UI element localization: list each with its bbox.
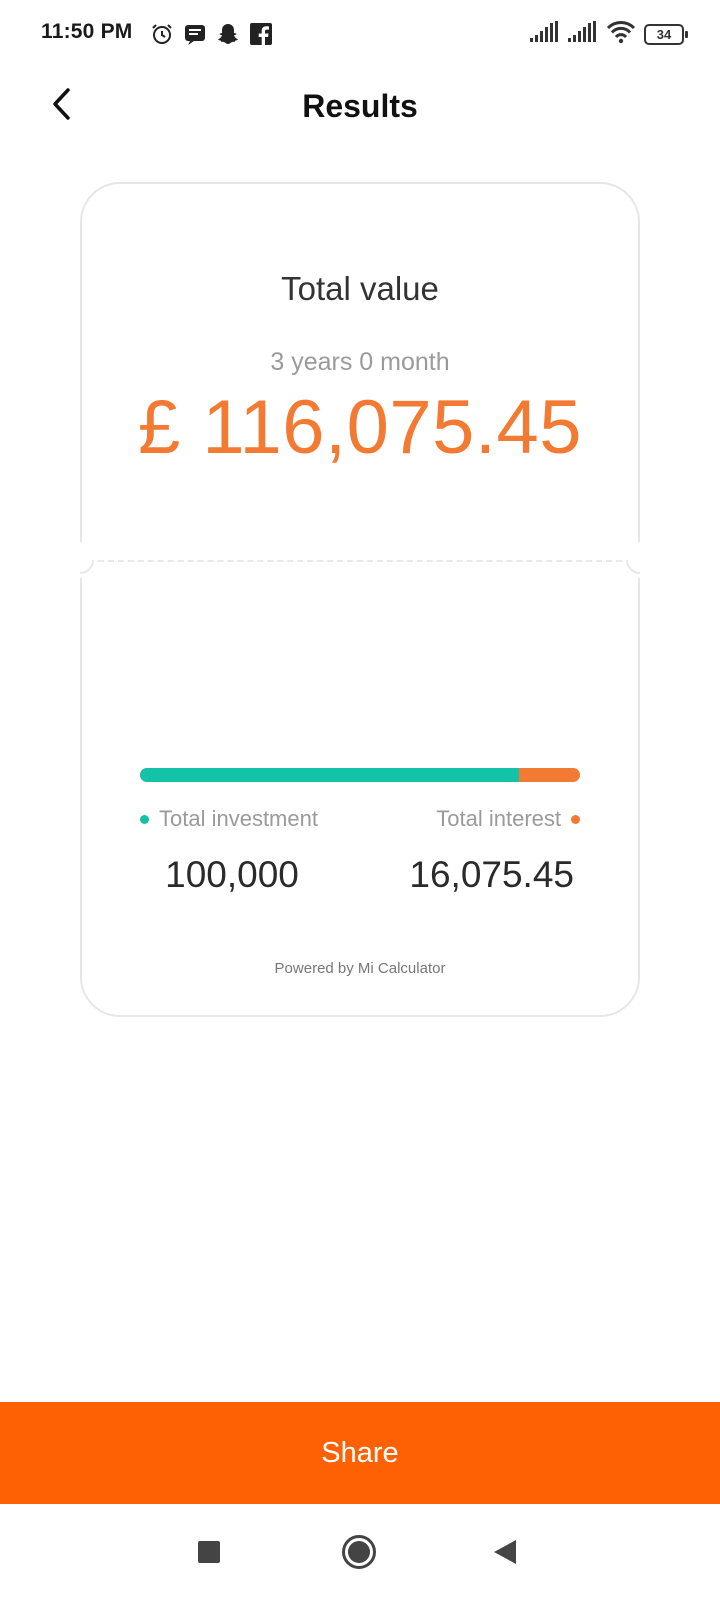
legend-interest: Total interest — [436, 806, 580, 832]
wifi-icon — [606, 20, 636, 49]
investment-share-fill — [140, 768, 520, 782]
dashed-divider — [98, 560, 622, 562]
system-icons: 34 — [530, 20, 688, 49]
ticket-notch-left — [60, 540, 100, 580]
results-card: Total value 3 years 0 month £ 116,075.45… — [60, 182, 660, 1017]
back-icon[interactable] — [494, 1540, 516, 1564]
back-button[interactable] — [40, 84, 84, 128]
home-icon[interactable] — [342, 1535, 376, 1569]
battery-icon: 34 — [644, 23, 688, 45]
status-bar: 11:50 PM 34 — [0, 0, 720, 70]
period-label: 3 years 0 month — [270, 348, 450, 376]
powered-by-label: Powered by Mi Calculator — [274, 960, 446, 977]
interest-label: Total interest — [436, 806, 561, 831]
navigation-bar — [0, 1504, 720, 1600]
signal-2-icon — [568, 20, 598, 48]
recents-icon[interactable] — [198, 1541, 220, 1563]
ticket-notch-right — [620, 540, 660, 580]
chevron-left-icon — [50, 86, 74, 127]
home-icon-inner — [348, 1541, 370, 1563]
teal-dot-icon — [140, 814, 149, 824]
investment-label: Total investment — [159, 806, 318, 831]
total-value-label: Total value — [281, 270, 439, 307]
signal-1-icon — [530, 20, 560, 48]
alarm-icon — [150, 22, 174, 46]
investment-value: 100,000 — [165, 854, 299, 895]
messages-icon — [184, 23, 206, 45]
page-title: Results — [302, 88, 418, 124]
interest-value: 16,075.45 — [409, 854, 574, 895]
snapchat-icon — [216, 22, 240, 46]
orange-dot-icon — [571, 814, 580, 824]
facebook-icon — [250, 23, 272, 45]
notification-icons — [150, 20, 272, 48]
share-button[interactable]: Share — [0, 1402, 720, 1504]
legend-investment: Total investment — [140, 806, 318, 832]
investment-interest-bar — [140, 768, 580, 782]
total-value-amount: £ 116,075.45 — [137, 385, 583, 470]
status-time: 11:50 PM — [41, 20, 133, 43]
